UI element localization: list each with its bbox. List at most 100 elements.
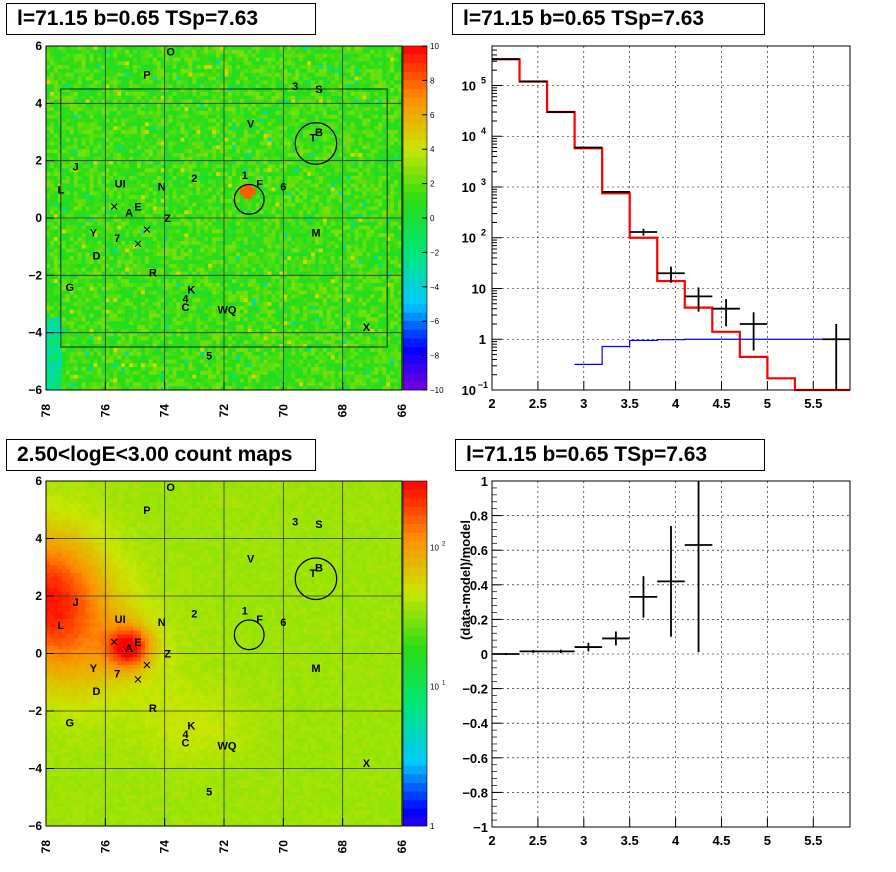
heatmap-cell (220, 95, 225, 100)
heatmap-cell (133, 279, 138, 284)
heatmap-cell (192, 206, 197, 211)
heatmap-cell (65, 110, 71, 116)
heatmap-cell (144, 156, 150, 162)
heatmap-cell (81, 275, 86, 280)
heatmap-cell (81, 210, 86, 215)
heatmap-cell (89, 126, 94, 131)
heatmap-cell (176, 191, 181, 196)
heatmap-cell (164, 328, 170, 334)
heatmap-cell (164, 141, 170, 146)
heatmap-cell (144, 336, 150, 341)
heatmap-cell (121, 286, 126, 292)
heatmap-cell (224, 206, 229, 211)
heatmap-cell (65, 332, 71, 337)
heatmap-cell (259, 68, 264, 74)
heatmap-cell (156, 325, 162, 330)
heatmap-cell (97, 80, 102, 85)
heatmap-cell (85, 191, 90, 196)
heatmap-cell (227, 118, 233, 123)
heatmap-cell (192, 359, 197, 364)
heatmap-cell (85, 321, 90, 326)
heatmap-cell (255, 133, 260, 139)
heatmap-cell (200, 183, 205, 188)
heatmap-cell (144, 72, 150, 77)
heatmap-cell (156, 175, 162, 181)
heatmap-cell (81, 325, 86, 330)
heatmap-cell (73, 103, 79, 108)
heatmap-cell (224, 141, 229, 146)
heatmap-cell (57, 80, 63, 85)
heatmap-cell (212, 153, 217, 158)
heatmap-cell (188, 107, 193, 112)
heatmap-cell (113, 325, 118, 330)
heatmap-cell (125, 118, 130, 123)
heatmap-cell (148, 302, 154, 307)
heatmap-cell (180, 317, 185, 322)
heatmap-cell (140, 46, 146, 51)
heatmap-cell (144, 252, 150, 257)
heatmap-cell (204, 198, 209, 204)
heatmap-cell (61, 382, 67, 387)
heatmap-cell (93, 118, 98, 123)
heatmap-cell (172, 68, 177, 74)
heatmap-cell (220, 72, 225, 77)
heatmap-cell (105, 378, 110, 383)
heatmap-cell (113, 46, 118, 51)
heatmap-cell (125, 179, 130, 184)
heatmap-cell (231, 57, 237, 62)
heatmap-cell (156, 53, 162, 58)
heatmap-cell (125, 172, 130, 177)
heatmap-cell (220, 359, 225, 364)
heatmap-cell (184, 263, 189, 269)
heatmap-cell (255, 160, 260, 165)
heatmap-cell (97, 195, 102, 200)
heatmap-cell (220, 149, 225, 154)
heatmap-cell (129, 328, 134, 334)
heatmap-cell (133, 53, 138, 58)
heatmap-cell (172, 61, 177, 66)
heatmap-cell (89, 363, 94, 368)
heatmap-cell (160, 65, 166, 70)
heatmap-cell (224, 84, 229, 89)
heatmap-cell (46, 325, 51, 330)
heatmap-cell (184, 130, 189, 135)
heatmap-cell (97, 133, 102, 139)
heatmap-cell (61, 321, 67, 326)
heatmap-cell (231, 126, 237, 131)
heatmap-cell (243, 195, 249, 200)
heatmap-cell (251, 344, 257, 349)
heatmap-cell (46, 179, 51, 184)
heatmap-cell (204, 84, 209, 89)
heatmap-cell (164, 103, 170, 108)
heatmap-cell (89, 332, 94, 337)
heatmap-cell (255, 164, 260, 169)
heatmap-cell (216, 244, 221, 249)
heatmap-cell (224, 80, 229, 85)
heatmap-cell (247, 149, 253, 154)
heatmap-cell (148, 137, 154, 142)
heatmap-cell (129, 80, 134, 85)
heatmap-cell (188, 279, 193, 284)
heatmap-cell (77, 206, 82, 211)
heatmap-cell (148, 336, 154, 341)
heatmap-cell (109, 88, 114, 93)
heatmap-cell (65, 46, 71, 51)
heatmap-cell (61, 355, 67, 360)
heatmap-cell (216, 218, 221, 223)
heatmap-cell (231, 61, 237, 66)
heatmap-cell (89, 286, 94, 292)
heatmap-cell (212, 332, 217, 337)
heatmap-cell (93, 248, 98, 253)
heatmap-cell (251, 145, 257, 150)
heatmap-cell (204, 168, 209, 173)
heatmap-cell (113, 378, 118, 383)
heatmap-cell (172, 202, 177, 207)
heatmap-cell (251, 57, 257, 62)
heatmap-cell (117, 332, 122, 337)
heatmap-cell (144, 183, 150, 188)
heatmap-cell (255, 240, 260, 246)
heatmap-cell (231, 118, 237, 123)
heatmap-cell (81, 244, 86, 249)
heatmap-cell (192, 328, 197, 334)
heatmap-cell (176, 317, 181, 322)
